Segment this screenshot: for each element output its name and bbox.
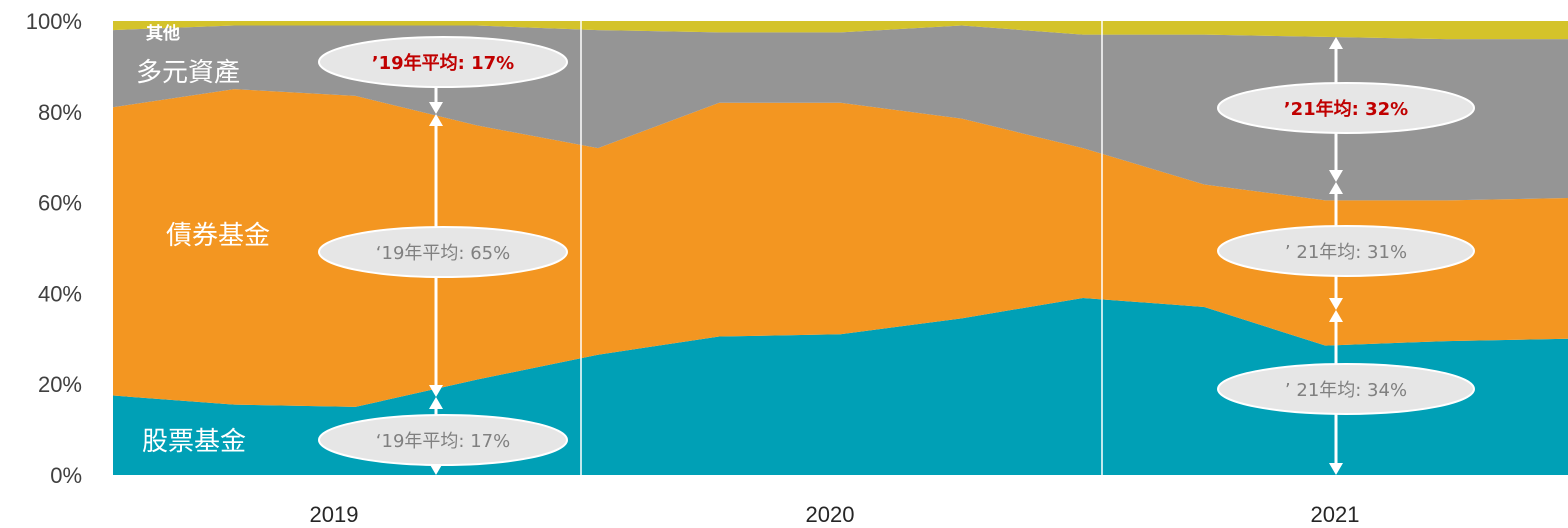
series-label-equity-funds: 股票基金 [142, 427, 246, 457]
y-tick-label: 60% [38, 191, 82, 216]
callout-text: ’21年均: 32% [1284, 98, 1408, 120]
callout-5: ’ 21年均: 34% [1217, 363, 1475, 415]
area-series-1 [113, 89, 1568, 407]
callout-1: ‘19年平均: 65% [318, 226, 568, 278]
x-tick-label: 2020 [806, 502, 855, 527]
callout-bubble [1217, 82, 1475, 134]
callout-3: ’21年均: 32% [1217, 82, 1475, 134]
y-tick-label: 20% [38, 372, 82, 397]
y-axis-ticks: 0% 20% 40% 60% 80% 100% [26, 9, 82, 488]
callout-0: ’19年平均: 17% [318, 36, 568, 88]
area-series-3 [113, 21, 1568, 40]
callout-text: ‘19年平均: 17% [376, 431, 510, 452]
x-tick-label: 2019 [310, 502, 359, 527]
year-dividers [580, 21, 1103, 475]
callout-text: ’19年平均: 17% [372, 52, 514, 74]
callout-4: ’ 21年均: 31% [1217, 225, 1475, 277]
y-tick-label: 80% [38, 100, 82, 125]
callout-text: ’ 21年均: 31% [1285, 242, 1407, 263]
callout-bubble [318, 414, 568, 466]
x-tick-label: 2021 [1311, 502, 1360, 527]
callout-text: ‘19年平均: 65% [376, 243, 510, 264]
callout-bubble [1217, 363, 1475, 415]
callout-text: ’ 21年均: 34% [1285, 380, 1407, 401]
x-axis-ticks: 2019 2020 2021 [310, 502, 1360, 527]
callout-bubble [318, 226, 568, 278]
y-tick-label: 100% [26, 9, 82, 34]
series-label-bond-funds: 債券基金 [166, 221, 270, 251]
callout-2: ‘19年平均: 17% [318, 414, 568, 466]
average-callouts: ’19年平均: 17% ‘19年平均: 65% ‘19年平均: 17% ’21年均: … [318, 36, 1475, 466]
series-label-other: 其他 [146, 23, 180, 44]
callout-bubble [1217, 225, 1475, 277]
y-tick-label: 0% [50, 463, 82, 488]
callout-bubble [318, 36, 568, 88]
series-labels: 其他 多元資產 債券基金 股票基金 [136, 23, 270, 457]
y-tick-label: 40% [38, 281, 82, 306]
series-label-multi-asset: 多元資產 [136, 58, 240, 88]
